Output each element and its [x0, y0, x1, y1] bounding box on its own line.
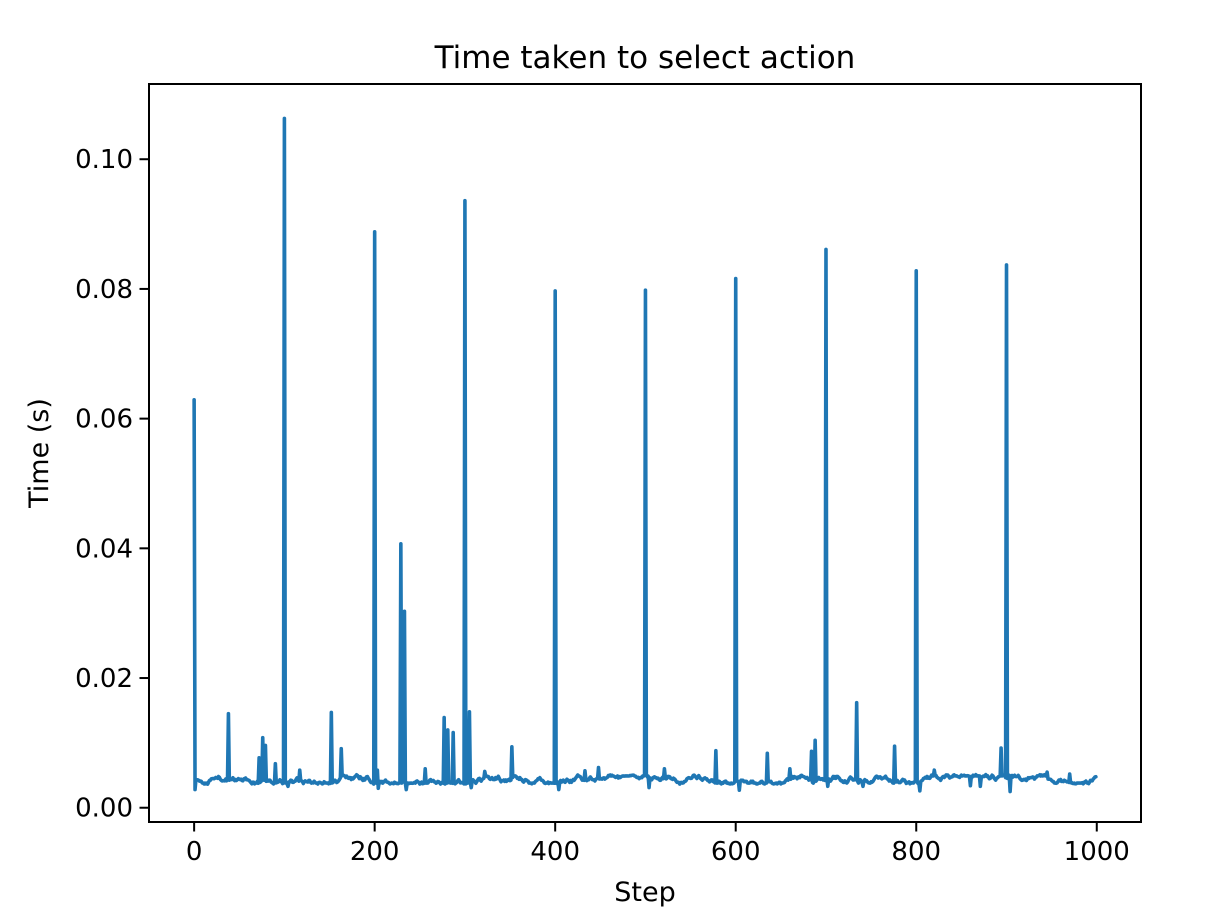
x-axis-ticks	[193, 822, 1098, 832]
x-tick-label: 200	[350, 837, 400, 867]
y-axis-label: Time (s)	[24, 398, 55, 509]
y-tick-label: 0.00	[75, 794, 133, 824]
chart-title: Time taken to select action	[434, 40, 856, 76]
x-tick-label: 1000	[1064, 837, 1130, 867]
y-axis-ticks	[139, 158, 149, 809]
plot-area	[148, 83, 1142, 823]
x-tick-label: 800	[891, 837, 941, 867]
y-tick-label: 0.06	[75, 405, 133, 435]
x-axis-label: Step	[614, 877, 675, 908]
y-axis-tick-labels: 0.00 0.02 0.04 0.06 0.08 0.10	[75, 145, 133, 824]
x-tick-label: 600	[711, 837, 761, 867]
y-tick-label: 0.04	[75, 534, 133, 564]
data-line-series	[192, 116, 1098, 794]
y-tick-label: 0.02	[75, 664, 133, 694]
x-tick-label: 0	[186, 837, 203, 867]
y-tick-label: 0.10	[75, 145, 133, 175]
x-tick-label: 400	[530, 837, 580, 867]
y-tick-label: 0.08	[75, 275, 133, 305]
x-axis-tick-labels: 0 200 400 600 800 1000	[186, 837, 1130, 867]
